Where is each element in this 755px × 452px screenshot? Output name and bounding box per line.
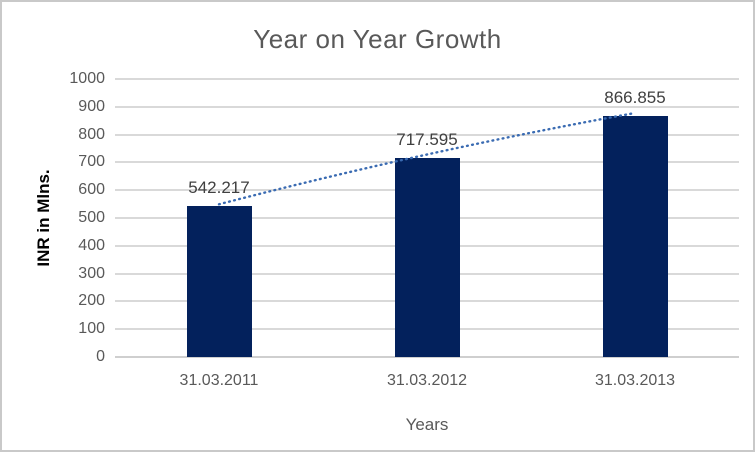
data-label: 717.595 — [396, 129, 458, 149]
y-tick-label: 500 — [78, 209, 105, 226]
y-tick-label: 100 — [78, 320, 105, 338]
x-axis-title: Years — [405, 415, 449, 434]
y-tick-label: 400 — [78, 236, 105, 254]
y-tick-label: 0 — [96, 348, 105, 365]
y-tick-label: 1000 — [69, 70, 105, 87]
bar-31.03.2013[interactable] — [602, 116, 668, 357]
y-tick-label: 200 — [78, 292, 105, 310]
y-tick-label: 700 — [78, 153, 105, 171]
gridline — [115, 78, 739, 80]
y-tick-label: 600 — [78, 181, 105, 199]
bar-31.03.2012[interactable] — [394, 157, 460, 357]
y-tick-label: 900 — [78, 97, 105, 115]
chart-title: Year on Year Growth — [253, 24, 502, 54]
gridline — [115, 105, 739, 108]
y-tick-label: 800 — [78, 125, 105, 143]
x-tick-label: 31.03.2013 — [594, 372, 676, 389]
x-tick-label: 31.03.2011 — [179, 372, 259, 389]
bar-31.03.2011[interactable] — [186, 206, 252, 357]
data-label: 866.855 — [604, 88, 666, 107]
x-axis-line — [115, 356, 739, 358]
x-tick-label: 31.03.2012 — [386, 372, 468, 389]
data-label: 542.217 — [188, 178, 250, 198]
y-tick-label: 300 — [78, 264, 105, 282]
